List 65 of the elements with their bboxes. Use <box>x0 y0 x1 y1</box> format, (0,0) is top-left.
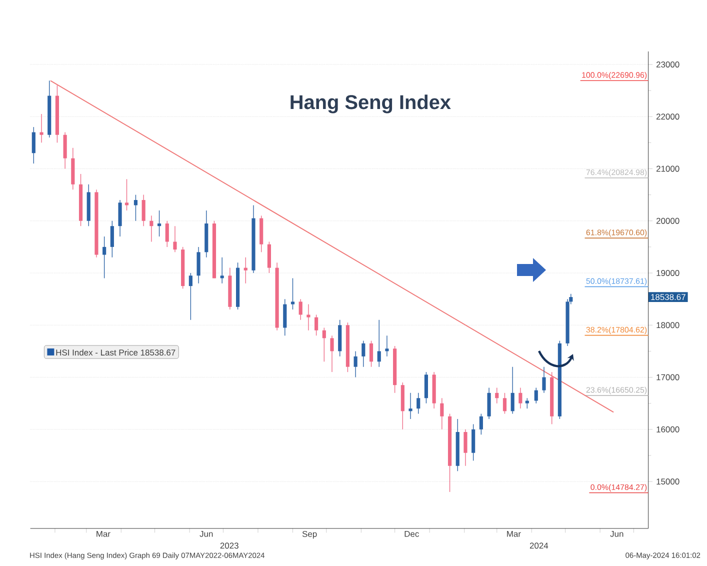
candlestick <box>518 387 522 409</box>
candlestick <box>440 398 444 430</box>
y-tick-label: 17000 <box>656 374 680 380</box>
x-tick-label: Dec <box>404 530 419 537</box>
text: 2024 <box>530 542 548 549</box>
candlestick <box>118 200 122 237</box>
candlestick <box>220 257 224 284</box>
candlestick <box>290 278 295 310</box>
y-tick-label: 20000 <box>656 218 680 224</box>
candlestick <box>495 387 499 404</box>
candlestick <box>188 272 192 320</box>
candlestick <box>124 178 129 211</box>
candlestick <box>173 226 177 253</box>
x-tick-label: Sep <box>302 530 317 539</box>
legend-label: HSI Index - Last Price 18538.67 <box>56 349 176 356</box>
y-tick-label: 22000 <box>656 114 680 120</box>
text: 18538.67 <box>651 294 686 300</box>
candlestick <box>472 424 476 462</box>
candlestick <box>63 132 67 170</box>
x-tick-label: Mar <box>96 530 110 537</box>
candlestick <box>196 246 200 284</box>
y-tick-label: 23000 <box>656 61 680 68</box>
candlestick <box>416 392 420 414</box>
x-tick-label: Jun <box>200 530 213 537</box>
candlestick <box>542 366 546 394</box>
candlestick <box>306 304 310 331</box>
candlestick <box>314 314 318 336</box>
y-tick-label: 19000 <box>656 270 680 276</box>
candlestick <box>142 194 146 226</box>
y-tick-label: 18000 <box>656 322 680 328</box>
candlestick <box>464 429 468 466</box>
candlestick <box>502 392 507 414</box>
x-tick-label: Jun <box>610 530 624 537</box>
y-tick-label: 16000 <box>656 426 680 432</box>
candlestick <box>298 298 302 320</box>
candlestick <box>525 398 529 409</box>
candlestick <box>534 387 538 404</box>
y-tick-label: 21000 <box>656 166 680 172</box>
candlestick <box>40 114 44 144</box>
candlestick <box>369 340 374 368</box>
candlestick <box>479 413 483 435</box>
candlestick <box>150 215 154 242</box>
candlestick <box>322 327 326 362</box>
candlestick <box>330 335 334 372</box>
candlestick <box>385 335 389 357</box>
candlestick <box>377 320 381 368</box>
text: 2023 <box>220 542 238 549</box>
candlestick <box>157 210 162 237</box>
text: Hang Seng Index <box>290 94 451 114</box>
candlestick <box>424 372 428 404</box>
candlestick <box>267 241 271 274</box>
candlestick <box>283 298 287 336</box>
candlestick <box>354 350 358 378</box>
x-tick-label: Mar <box>507 530 521 537</box>
candlestick <box>487 387 491 420</box>
candlestick <box>134 194 138 222</box>
candlestick <box>165 220 169 248</box>
candlestick <box>244 257 248 284</box>
candlestick <box>408 392 412 420</box>
candlestick <box>510 366 514 414</box>
candlestick <box>362 340 366 368</box>
candlestick <box>110 220 114 258</box>
candlestick <box>102 236 106 279</box>
candlestick <box>32 126 36 164</box>
y-tick-label: 15000 <box>656 478 680 485</box>
